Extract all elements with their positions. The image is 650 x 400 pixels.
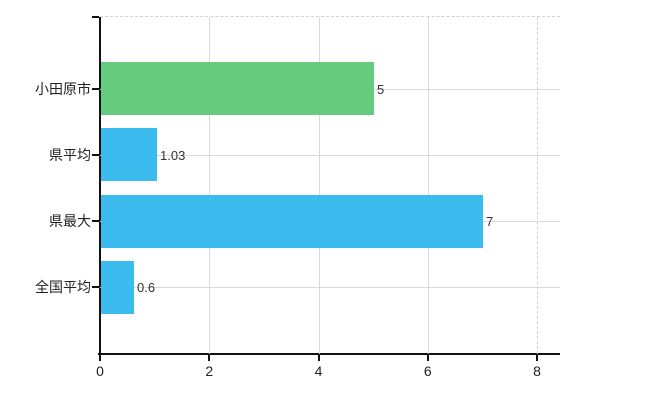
x-axis-line <box>98 353 560 355</box>
category-label: 全国平均 <box>35 279 91 296</box>
x-axis-tick <box>99 355 101 361</box>
x-axis-tick <box>317 355 320 361</box>
bar <box>101 194 483 248</box>
x-axis-tick <box>426 355 429 361</box>
y-axis-tick <box>92 87 99 90</box>
bar <box>101 260 134 314</box>
vertical-gridline <box>427 17 429 354</box>
plot-area <box>100 16 560 354</box>
bar-value-label: 5 <box>377 81 385 97</box>
x-axis-tick-label: 0 <box>96 363 104 379</box>
y-axis-tick <box>92 220 99 223</box>
x-axis-tick <box>536 355 538 361</box>
y-axis-tick <box>92 286 99 289</box>
y-axis-tick <box>92 153 99 156</box>
vertical-gridline <box>209 17 211 354</box>
x-axis-tick-label: 4 <box>314 363 323 379</box>
category-label: 県最大 <box>49 213 91 230</box>
y-axis-line <box>99 17 101 354</box>
category-label: 県平均 <box>49 146 91 163</box>
bar-value-label: 0.6 <box>137 280 156 296</box>
bar <box>101 128 157 182</box>
horizontal-gridline <box>100 287 560 289</box>
x-axis-tick-label: 8 <box>533 363 541 379</box>
x-axis-tick <box>208 355 211 361</box>
bar-value-label: 7 <box>486 214 494 230</box>
y-axis-end-tick <box>92 16 99 18</box>
bar-value-label: 1.03 <box>160 147 186 163</box>
vertical-gridline <box>318 17 320 354</box>
x-axis-tick-label: 2 <box>205 363 214 379</box>
horizontal-gridline <box>100 154 560 156</box>
bar <box>101 62 374 115</box>
x-axis-tick-label: 6 <box>423 363 432 379</box>
category-label: 小田原市 <box>35 80 91 97</box>
vertical-gridline <box>537 17 539 354</box>
